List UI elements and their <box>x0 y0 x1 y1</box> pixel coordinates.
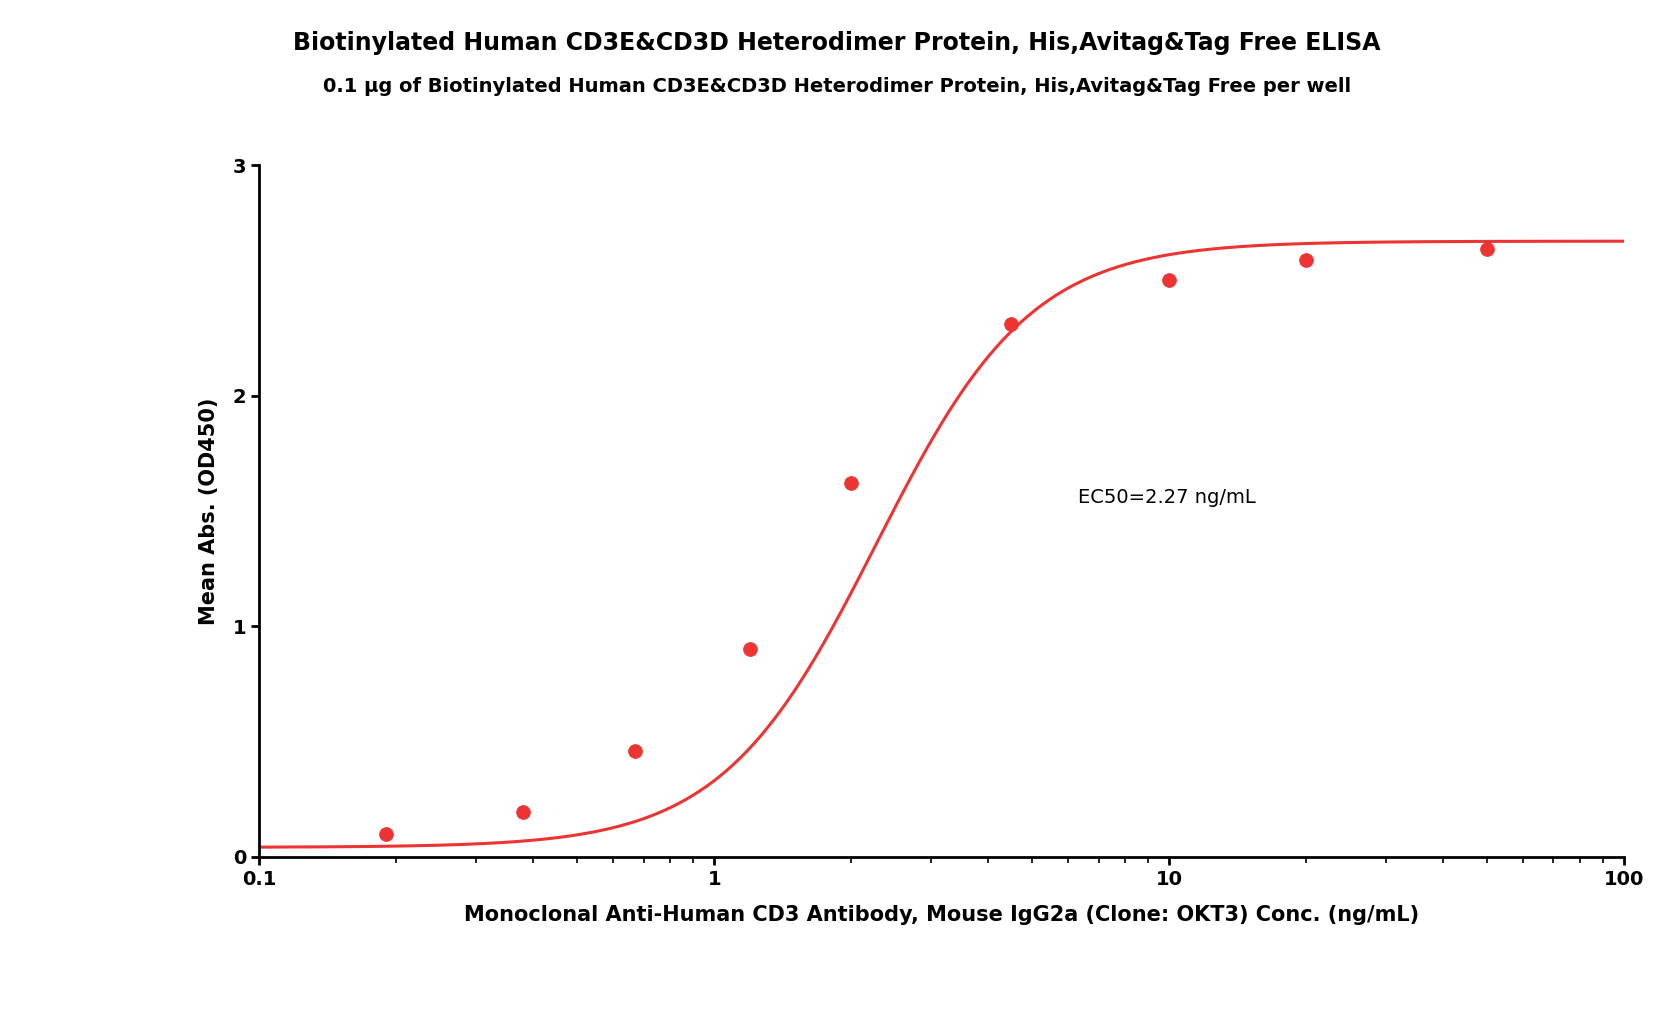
Point <box>1292 252 1318 268</box>
Text: EC50=2.27 ng/mL: EC50=2.27 ng/mL <box>1077 487 1255 507</box>
Point <box>997 316 1024 332</box>
Point <box>1472 241 1499 258</box>
Text: 0.1 µg of Biotinylated Human CD3E&CD3D Heterodimer Protein, His,Avitag&Tag Free : 0.1 µg of Biotinylated Human CD3E&CD3D H… <box>323 77 1350 96</box>
Text: Biotinylated Human CD3E&CD3D Heterodimer Protein, His,Avitag&Tag Free ELISA: Biotinylated Human CD3E&CD3D Heterodimer… <box>293 31 1380 55</box>
Y-axis label: Mean Abs. (OD450): Mean Abs. (OD450) <box>199 397 219 624</box>
Point <box>736 641 763 657</box>
Point <box>510 803 537 819</box>
Point <box>836 475 863 491</box>
X-axis label: Monoclonal Anti-Human CD3 Antibody, Mouse IgG2a (Clone: OKT3) Conc. (ng/mL): Monoclonal Anti-Human CD3 Antibody, Mous… <box>463 905 1419 926</box>
Point <box>1154 272 1181 289</box>
Point <box>621 742 647 759</box>
Point <box>373 826 400 842</box>
